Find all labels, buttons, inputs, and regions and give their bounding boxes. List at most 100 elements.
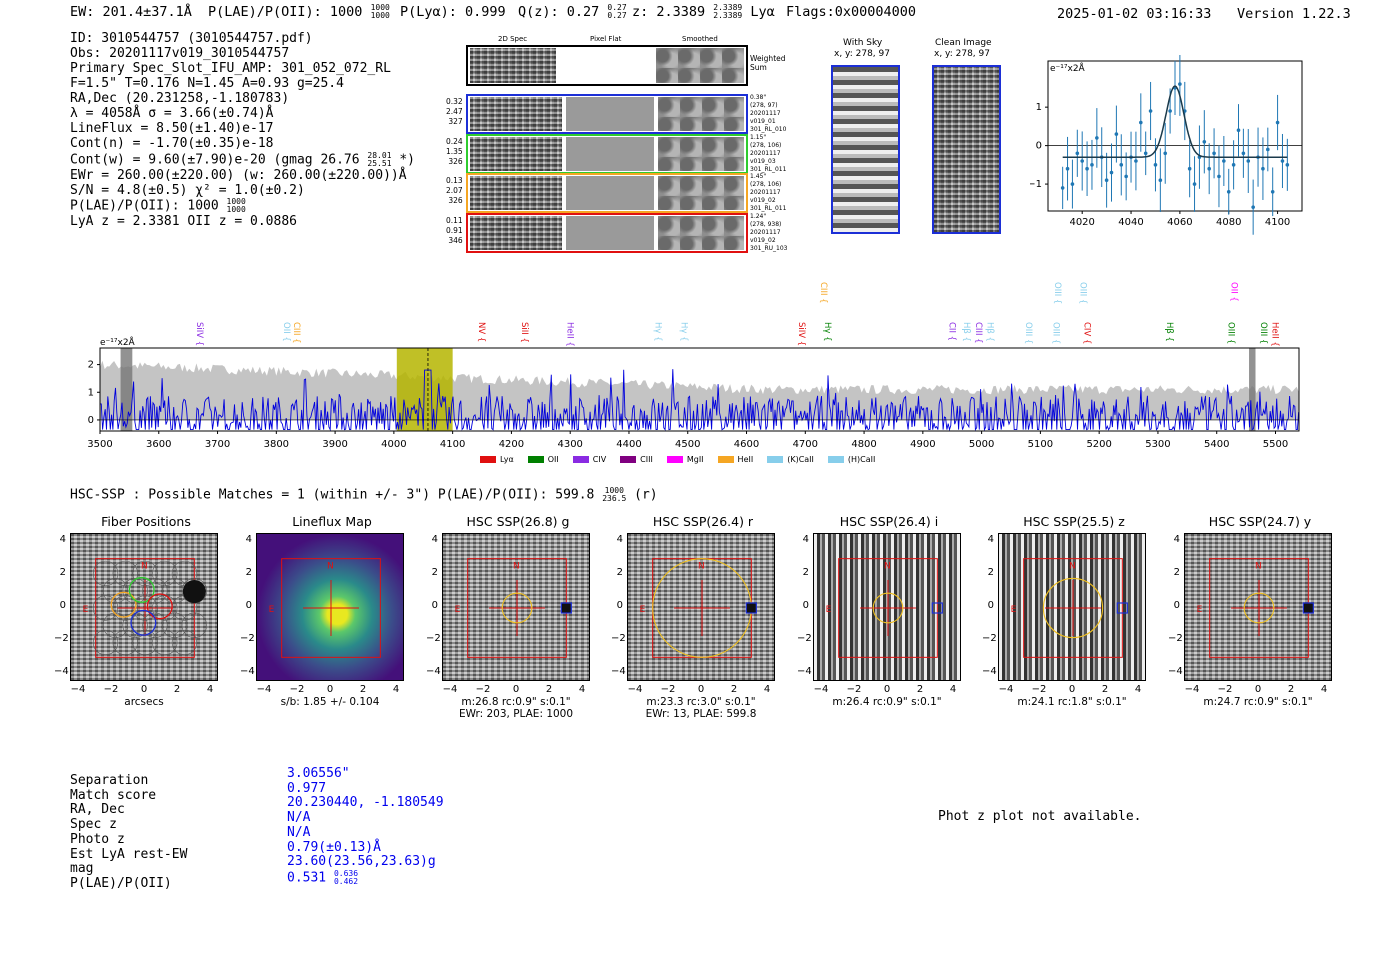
panel-x-tick-label: 4 bbox=[392, 684, 400, 695]
panel-x-tick-label: 2 bbox=[916, 684, 924, 695]
match-label: Est LyA rest-EW bbox=[70, 846, 188, 862]
north-label: N bbox=[141, 562, 148, 572]
match-label: Photo z bbox=[70, 831, 125, 847]
aperture-circle bbox=[501, 592, 533, 624]
fiber-circle bbox=[181, 612, 207, 638]
fiber-row-info: 0.38" (278, 97) 20201117 v019_01 301_RL_010 bbox=[750, 94, 786, 134]
header-qz: Q(z): 0.27 0.27 0.27 bbox=[518, 3, 627, 21]
info-block: ID: 3010544757 (3010544757.pdf) Obs: 2020… bbox=[70, 31, 415, 229]
aperture-circle bbox=[1042, 577, 1104, 639]
legend-label: MgII bbox=[686, 455, 704, 464]
panel-y-tick-label: 2 bbox=[1173, 567, 1180, 578]
spectrum-y-tick-label: 1 bbox=[88, 387, 94, 398]
legend-label: CIV bbox=[592, 455, 607, 464]
fiber-row-detail: 20201117 bbox=[750, 228, 781, 236]
fiber-row-value: 326 bbox=[448, 156, 463, 166]
header-z-lo: 2.3389 bbox=[713, 11, 743, 20]
header-ew: EW: 201.4±37.1Å bbox=[70, 4, 192, 20]
panel-overlay: NE bbox=[640, 558, 757, 658]
zoom-data-point bbox=[1095, 136, 1099, 140]
panel-x-tick-label: 2 bbox=[1101, 684, 1109, 695]
spectrum-x-tick-label: 5000 bbox=[969, 439, 994, 450]
panel-y-tick-label: −4 bbox=[54, 666, 69, 677]
zoom-data-point bbox=[1178, 82, 1182, 86]
aperture-circle bbox=[872, 592, 904, 624]
match-value: 3.06556" bbox=[287, 766, 350, 781]
spectrum-x-tick-label: 3600 bbox=[146, 439, 171, 450]
panel-x-tick-label: 4 bbox=[578, 684, 586, 695]
match-value: N/A bbox=[287, 810, 311, 826]
fiber-row-detail: (278, 106) bbox=[750, 141, 782, 149]
north-label: N bbox=[327, 562, 334, 572]
match-label: RA, Dec bbox=[70, 802, 125, 818]
panel-x-tick-label: 2 bbox=[359, 684, 367, 695]
header-z: z: 2.3389 2.3389 2.3389 Lyα bbox=[632, 3, 775, 21]
legend-item: OII bbox=[527, 455, 559, 464]
legend-swatch bbox=[717, 456, 734, 463]
fiber-row-detail: 20201117 bbox=[750, 110, 781, 117]
zoom-data-point bbox=[1241, 151, 1246, 156]
match-plae-lo: 0.462 bbox=[333, 876, 359, 886]
panel-x-tick-label: −4 bbox=[256, 684, 272, 695]
spectrum-x-tick-label: 5400 bbox=[1204, 439, 1229, 450]
hsc-plae-hi: 1000 bbox=[604, 486, 624, 495]
panel-caption: m:26.4 rc:0.9" s:0.1" bbox=[832, 696, 942, 708]
fiber-row-value: 326 bbox=[448, 196, 463, 205]
legend-swatch bbox=[620, 456, 637, 463]
counterpart-marker bbox=[560, 602, 572, 614]
info-line: λ = 4058Å σ = 3.66(±0.74)Å bbox=[70, 106, 274, 121]
zoom-fit-chart: e⁻¹⁷x2Å 4020 4040 4060 4080 4100 1 0 −1 bbox=[1030, 55, 1303, 235]
zoom-data-point bbox=[1158, 178, 1163, 183]
panel-title: HSC SSP(24.7) y bbox=[1208, 514, 1312, 529]
col-header-smoothed: Smoothed bbox=[682, 35, 718, 43]
fiber-circle bbox=[171, 629, 198, 656]
aperture-circle bbox=[1243, 592, 1275, 624]
north-label: N bbox=[884, 562, 891, 572]
fiber-cutout-row bbox=[466, 173, 748, 213]
info-plae-hi: 1000 bbox=[226, 197, 246, 206]
panel-caption: m:23.3 rc:3.0" s:0.1" bbox=[646, 696, 756, 708]
zoom-data-point bbox=[1202, 139, 1207, 144]
panel-overlay: NE bbox=[1011, 558, 1128, 658]
panel-overlay: NE bbox=[269, 558, 381, 658]
info-lya: LyA z = 2.3381 OII z = 0.0886 bbox=[70, 214, 297, 229]
fiber-circle bbox=[102, 612, 129, 638]
panel-y-tick-label: 2 bbox=[245, 567, 252, 578]
legend-item: HeII bbox=[717, 455, 753, 464]
fiber-row-value: 2.47 bbox=[446, 107, 463, 116]
fiber-cutout-row bbox=[466, 94, 748, 134]
panel-x-tick-label: −2 bbox=[660, 684, 676, 695]
emission-line-label: Hγ { bbox=[822, 322, 832, 342]
zoom-data-point bbox=[1085, 166, 1089, 171]
match-value: N/A bbox=[287, 824, 311, 840]
emission-line-label: HeII { bbox=[564, 322, 574, 347]
zoom-data-point bbox=[1231, 163, 1236, 167]
fiber-circle bbox=[92, 629, 119, 656]
fiber-row-detail: (278, 97) bbox=[750, 102, 778, 109]
panel-x-tick-label: −2 bbox=[289, 684, 305, 695]
fiber-circle bbox=[92, 560, 119, 587]
zoom-data-point bbox=[1222, 159, 1226, 163]
zoom-data-point bbox=[1226, 189, 1231, 194]
zoom-data-point bbox=[1109, 170, 1114, 175]
panel-y-tick-label: 2 bbox=[59, 567, 66, 578]
emission-line-label: Hγ { bbox=[652, 322, 662, 342]
panel-caption: s/b: 1.85 +/- 0.104 bbox=[280, 696, 380, 708]
east-label: E bbox=[826, 605, 832, 615]
zoom-data-point bbox=[1275, 120, 1280, 125]
spectrum-x-tick-label: 4300 bbox=[557, 439, 582, 450]
panel-x-tick-label: 0 bbox=[1254, 684, 1262, 695]
legend-item: (K)CaII bbox=[767, 455, 814, 464]
fiber-row-value: 327 bbox=[448, 117, 463, 126]
panel-y-tick-label: 4 bbox=[987, 534, 994, 545]
panel-x-tick-label: −4 bbox=[1184, 684, 1200, 695]
panel-title: HSC SSP(26.8) g bbox=[466, 514, 570, 529]
zoom-x-tick-label: 4040 bbox=[1118, 217, 1143, 228]
panel-y-tick-label: −2 bbox=[1168, 633, 1183, 644]
spectrum-line bbox=[100, 369, 1300, 432]
fiber-row-detail: 0.38" bbox=[750, 94, 767, 101]
fiber-row-value: 0.11 bbox=[446, 215, 463, 225]
panel-x-tick-label: 0 bbox=[697, 684, 705, 695]
zoom-data-point bbox=[1207, 166, 1211, 171]
